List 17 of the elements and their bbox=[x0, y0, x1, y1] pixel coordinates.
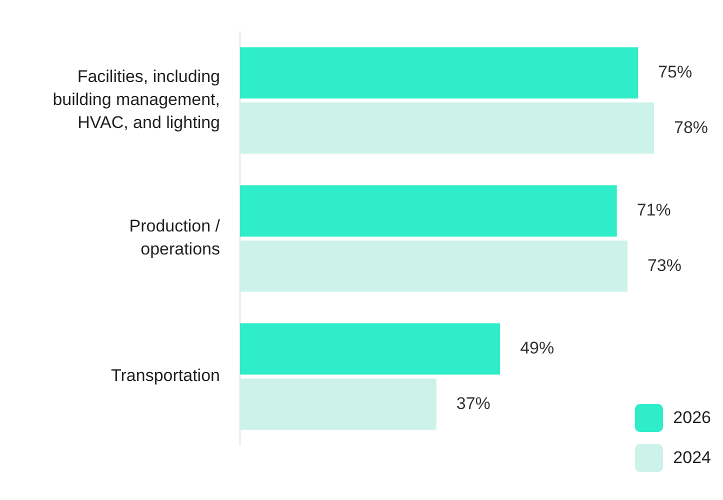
data-label: 49% bbox=[520, 338, 554, 358]
legend-label: 2026 bbox=[673, 408, 711, 428]
bar bbox=[240, 185, 617, 237]
data-label: 75% bbox=[658, 62, 692, 82]
data-label: 71% bbox=[636, 200, 671, 220]
bar bbox=[240, 102, 654, 154]
data-label: 37% bbox=[456, 394, 490, 413]
y-tick-label: Transportation bbox=[111, 366, 220, 386]
legend-label: 2024 bbox=[673, 448, 711, 468]
y-tick-label: Production / operations bbox=[129, 216, 220, 259]
data-label: 78% bbox=[674, 118, 708, 137]
bar bbox=[240, 47, 638, 99]
bar bbox=[240, 378, 436, 430]
bar bbox=[240, 323, 500, 375]
bar bbox=[240, 240, 628, 292]
y-tick-label: Facilities, including building management, HVAC, and lighting bbox=[52, 67, 220, 132]
data-label: 73% bbox=[647, 256, 682, 275]
